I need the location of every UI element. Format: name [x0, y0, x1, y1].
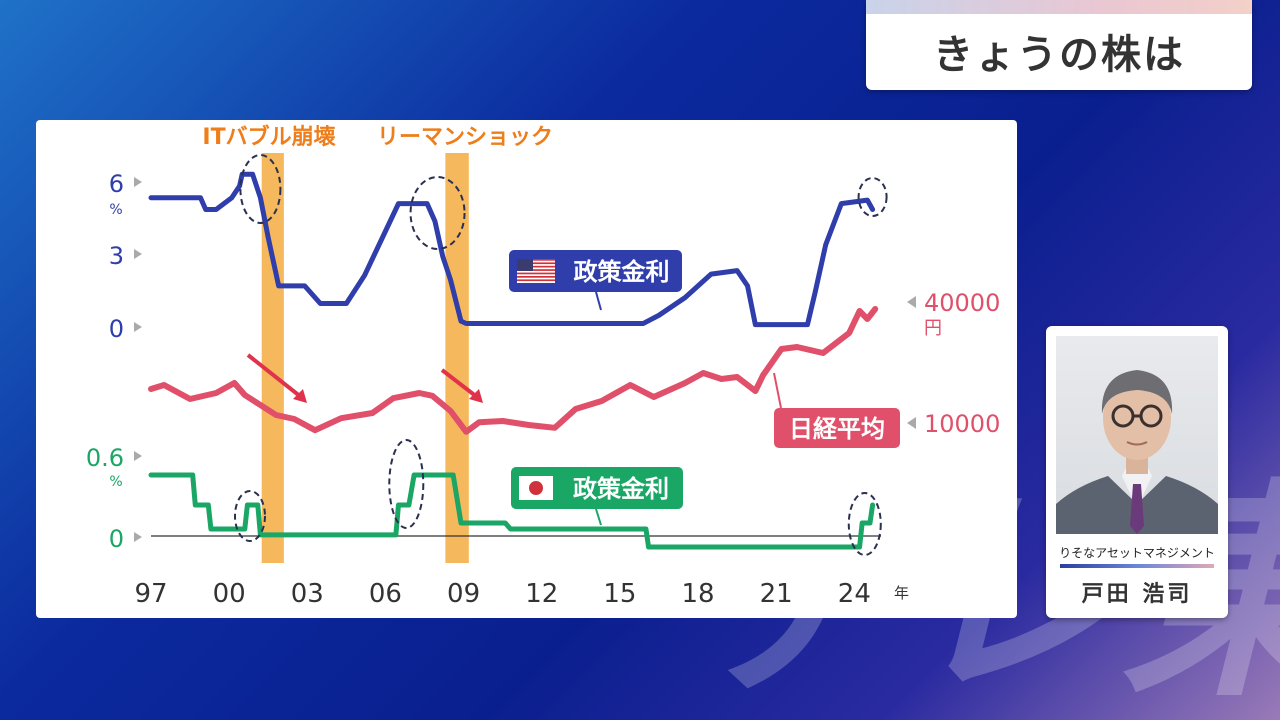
us-flag-stripe	[517, 262, 555, 265]
us-flag-canton	[517, 259, 533, 271]
x-tick-label: 97	[134, 579, 167, 609]
series-callout-label-0: 政策金利	[574, 258, 670, 286]
highlight-circle	[847, 492, 882, 556]
nikkei-y-unit: 円	[924, 318, 942, 339]
series-callout-box	[511, 467, 683, 509]
highlight-circle	[409, 176, 466, 250]
series-callout-label-1: 日経平均	[789, 415, 885, 443]
decline-arrowhead-0	[293, 389, 307, 403]
us-flag-stripe	[517, 276, 555, 278]
y-tick-marker	[907, 296, 916, 308]
x-unit-label: 年	[894, 584, 909, 602]
series-callout-label-2: 政策金利	[573, 475, 669, 503]
y-tick-marker	[907, 417, 916, 429]
series-line-0	[148, 171, 876, 328]
program-title-box: きょうの株は	[866, 0, 1252, 90]
highlight-circle	[239, 154, 282, 224]
series-callout-box	[774, 408, 900, 448]
series-line-1	[148, 306, 879, 435]
x-tick-label: 21	[760, 579, 793, 609]
highlight-circle	[388, 439, 425, 529]
decline-arrow-1	[440, 368, 479, 399]
jp-flag-disc	[529, 481, 543, 495]
x-tick-label: 24	[838, 579, 871, 609]
us-y-tick-label: 3	[109, 242, 124, 270]
x-tick-label: 09	[447, 579, 480, 609]
highlight-circle	[857, 177, 888, 217]
x-tick-label: 00	[213, 579, 246, 609]
us-y-tick-label: 6	[109, 170, 124, 198]
y-tick-marker	[134, 177, 142, 187]
decline-arrow-0	[246, 353, 303, 399]
us-flag-stripe	[517, 265, 555, 268]
callout-pointer	[595, 508, 602, 526]
us-flag-stripe	[517, 279, 555, 282]
x-tick-label: 03	[291, 579, 324, 609]
event-label-1: リーマンショック	[377, 125, 553, 150]
event-label-0: ITバブル崩壊	[202, 124, 336, 150]
x-tick-label: 15	[603, 579, 636, 609]
guest-card: りそなアセットマネジメント 戸田 浩司	[1046, 326, 1228, 618]
y-tick-marker	[134, 249, 142, 259]
event-band-1	[445, 153, 469, 563]
guest-name: 戸田 浩司	[1081, 582, 1193, 607]
nikkei-y-tick-label: 10000	[924, 410, 1000, 438]
x-tick-label: 06	[369, 579, 402, 609]
jp-y-tick-label: 0.6	[86, 444, 124, 472]
title-stripe	[866, 0, 1252, 14]
guest-portrait-illustration	[1056, 370, 1218, 534]
guest-company: りそなアセットマネジメント	[1059, 546, 1215, 560]
nikkei-y-tick-label: 40000	[924, 289, 1000, 317]
y-tick-marker	[134, 322, 142, 332]
jp-y-tick-label: 0	[109, 525, 124, 553]
chart-panel: ITバブル崩壊 リーマンショック 97 00 03 06 09 12 15 18 21 24 年 0 3 6%…	[36, 120, 1017, 618]
event-band-0	[261, 153, 284, 563]
y-tick-marker	[134, 451, 142, 461]
jp-y-unit: %	[109, 474, 122, 490]
highlight-circle	[233, 490, 266, 542]
us-flag-stripe	[517, 259, 555, 261]
us-flag-stripe	[517, 272, 555, 275]
x-tick-label: 18	[682, 579, 715, 609]
us-y-tick-label: 0	[109, 315, 124, 343]
series-line-2	[148, 472, 876, 550]
decline-arrowhead-1	[469, 389, 483, 403]
x-tick-label: 12	[525, 579, 558, 609]
us-y-unit: %	[109, 202, 122, 218]
callout-pointer	[773, 372, 782, 409]
program-title: きょうの株は	[933, 32, 1185, 78]
company-underline	[1060, 564, 1214, 568]
y-tick-marker	[134, 532, 142, 542]
guest-photo	[1056, 336, 1218, 534]
callout-pointer	[595, 291, 602, 311]
us-flag-stripe	[517, 269, 555, 271]
